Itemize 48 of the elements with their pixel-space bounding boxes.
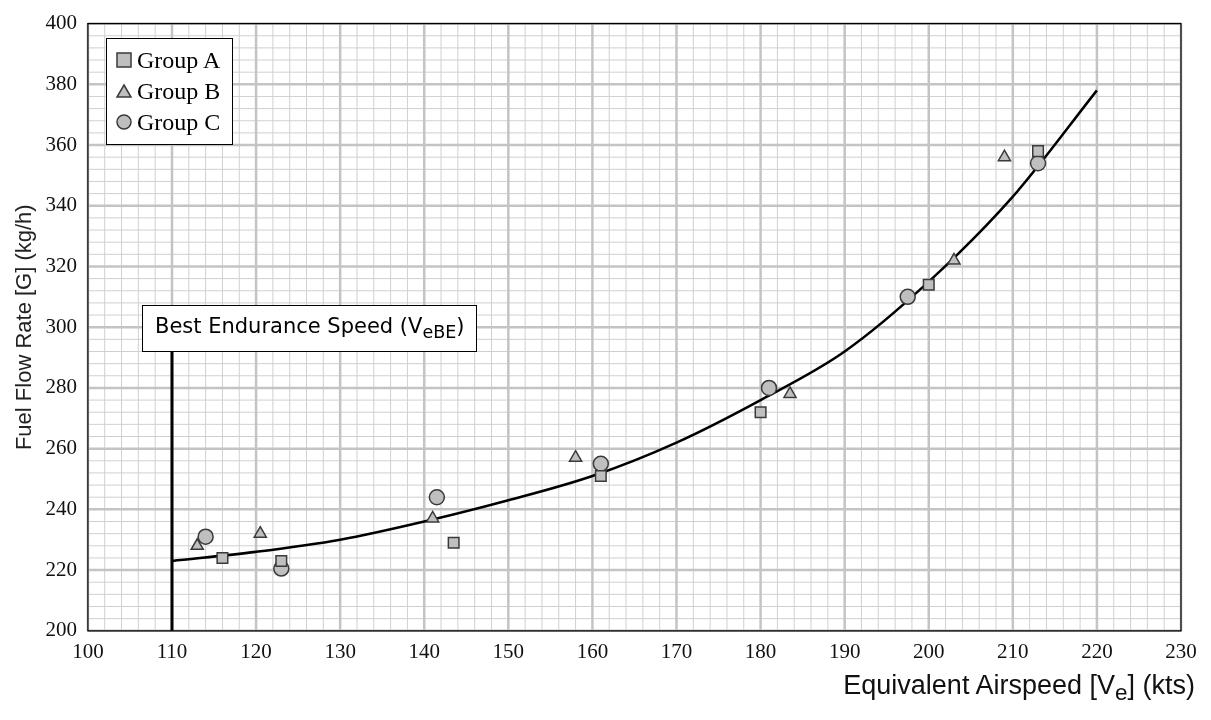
point [1029, 155, 1047, 172]
x-tick-label: 210 [997, 638, 1029, 663]
x-axis-title: Equivalent Airspeed [V$_{e}$] (kts) [843, 669, 1195, 706]
y-tick-label: 380 [45, 70, 77, 95]
y-tick-label: 340 [45, 192, 77, 217]
point [275, 554, 288, 568]
point [922, 278, 935, 291]
y-tick-label: 320 [45, 253, 77, 277]
x-tick-label: 170 [660, 638, 693, 663]
x-tick-label: 220 [1081, 638, 1113, 663]
point [216, 551, 229, 564]
point [783, 386, 797, 399]
x-tick-label: 110 [156, 638, 188, 663]
point [253, 525, 268, 538]
y-tick-label: 260 [45, 435, 77, 460]
point [997, 149, 1012, 162]
y-tick-label: 240 [45, 495, 77, 520]
legend-label: Group B [136, 76, 221, 106]
point [754, 406, 767, 419]
x-tick-label: 130 [324, 638, 356, 663]
point [197, 528, 214, 545]
point [594, 469, 607, 483]
y-axis-title: Fuel Flow Rate [G] (kg/h) [11, 204, 37, 451]
point [425, 510, 440, 523]
x-tick-label: 190 [828, 638, 861, 663]
point [1032, 145, 1045, 158]
ref-line-label: Best Endurance Speed (V$_{eBE}$) [141, 305, 478, 352]
legend-label: Group C [136, 107, 221, 137]
x-tick-label: 150 [492, 638, 525, 663]
x-tick-label: 120 [240, 638, 272, 663]
x-tick-label: 160 [576, 638, 609, 663]
point [947, 252, 961, 265]
y-tick-label: 300 [45, 313, 77, 338]
legend-label: Group A [136, 45, 221, 75]
x-tick-label: 230 [1165, 638, 1197, 663]
x-tick-label: 200 [913, 638, 945, 663]
point [447, 536, 460, 549]
point [190, 538, 205, 551]
x-tick-label: 180 [744, 638, 777, 663]
y-tick-label: 400 [45, 10, 77, 35]
y-tick-label: 280 [45, 374, 77, 399]
point [899, 288, 916, 306]
point [568, 450, 583, 462]
point [760, 379, 778, 397]
y-tick-label: 360 [45, 131, 77, 156]
y-tick-label: 220 [45, 556, 77, 581]
x-tick-label: 140 [408, 638, 440, 663]
point [428, 488, 446, 506]
